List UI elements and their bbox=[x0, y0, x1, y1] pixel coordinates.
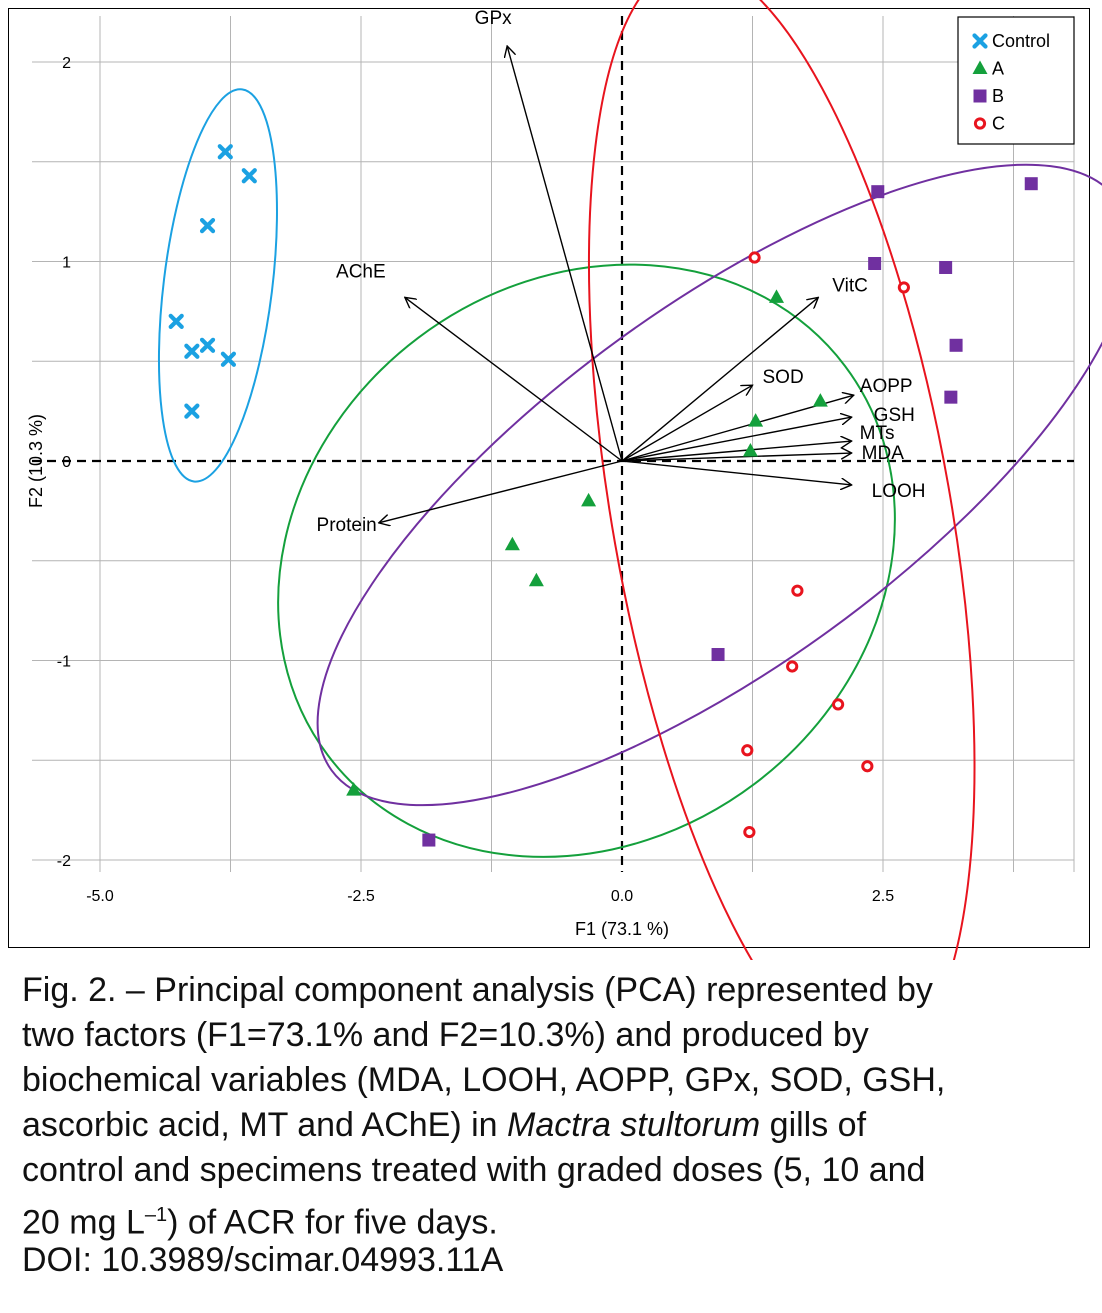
data-point-control bbox=[199, 337, 216, 353]
y-tick-label: 2 bbox=[62, 55, 71, 72]
data-point-b bbox=[422, 833, 436, 847]
data-point-c bbox=[791, 584, 804, 597]
data-point-b bbox=[939, 260, 953, 274]
data-point-a bbox=[581, 492, 597, 507]
vector-label-ache: AChE bbox=[336, 261, 386, 282]
y-tick-label: -2 bbox=[57, 853, 71, 870]
caption-line-4: ascorbic acid, MT and AChE) in Mactra st… bbox=[22, 1105, 866, 1145]
caption-text: gills of bbox=[760, 1106, 867, 1144]
x-tick-label: -2.5 bbox=[347, 888, 375, 905]
vector-label-aopp: AOPP bbox=[860, 376, 913, 397]
data-point-a bbox=[769, 289, 785, 303]
legend: Control ABC bbox=[957, 16, 1075, 145]
data-point-a bbox=[748, 413, 764, 427]
y-tick-label: 0 bbox=[62, 454, 71, 471]
vector-arrow-mda bbox=[621, 453, 852, 462]
caption-text: ) of ACR for five days. bbox=[167, 1203, 498, 1242]
data-points bbox=[168, 144, 1038, 847]
unit-exponent: –1 bbox=[144, 1204, 168, 1226]
vector-arrow-vitc bbox=[621, 297, 818, 462]
x-tick-label: -5.0 bbox=[86, 888, 114, 905]
data-point-c bbox=[832, 698, 845, 711]
axes: -5.0 -2.5 0.0 2.5 -2 -1 0 1 2 F1 (73.1 %) F2 (10.3… bbox=[26, 16, 1074, 939]
vector-label-protein: Protein bbox=[317, 515, 377, 536]
data-point-b bbox=[1024, 177, 1038, 191]
y-tick-label: 1 bbox=[62, 255, 71, 272]
data-point-c bbox=[741, 744, 754, 757]
vector-label-mda: MDA bbox=[862, 443, 905, 464]
caption-line-5: control and specimens treated with grade… bbox=[22, 1151, 926, 1189]
legend-label-c: C bbox=[992, 114, 1005, 134]
data-point-control bbox=[220, 351, 237, 367]
data-point-b bbox=[944, 390, 958, 404]
doi-line: DOI: 10.3989/scimar.04993.11A bbox=[22, 1241, 504, 1279]
vector-label-looh: LOOH bbox=[872, 481, 926, 502]
data-point-c bbox=[897, 281, 910, 294]
y-axis-title: F2 (10.3 %) bbox=[26, 414, 46, 508]
vector-arrow-sod bbox=[621, 385, 753, 462]
vector-arrow-looh bbox=[621, 460, 852, 485]
data-point-a bbox=[742, 443, 758, 457]
data-point-b bbox=[949, 338, 963, 352]
data-point-c bbox=[743, 825, 756, 839]
vector-arrow-gsh bbox=[621, 417, 852, 462]
x-tick-label: 0.0 bbox=[611, 888, 633, 905]
vector-label-vitc: VitC bbox=[832, 275, 868, 296]
vector-arrow-protein bbox=[379, 460, 623, 523]
caption-text: ascorbic acid, MT and AChE) in bbox=[22, 1106, 508, 1144]
data-point-c bbox=[748, 251, 761, 264]
data-point-b bbox=[871, 185, 885, 199]
grid bbox=[32, 16, 1075, 872]
data-point-a bbox=[528, 572, 544, 587]
legend-marker-a bbox=[972, 60, 988, 74]
y-tick-label: -1 bbox=[57, 654, 71, 671]
caption-line-6: 20 mg L–1) of ACR for five days. bbox=[22, 1195, 498, 1242]
vector-label-gsh: GSH bbox=[874, 405, 915, 426]
vector-label-sod: SOD bbox=[763, 367, 804, 388]
pca-chart: -5.0 -2.5 0.0 2.5 -2 -1 0 1 2 F1 (73.1 %) F2 (10.3… bbox=[26, 0, 1102, 960]
confidence-ellipse-c bbox=[587, 0, 976, 960]
species-name: Mactra stultorum bbox=[507, 1106, 761, 1144]
data-point-a bbox=[346, 782, 362, 796]
legend-label-a: A bbox=[992, 59, 1004, 79]
confidence-ellipses bbox=[157, 0, 1102, 960]
data-point-a bbox=[812, 393, 828, 407]
vector-arrow-gpx bbox=[507, 46, 623, 462]
legend-marker-b bbox=[973, 89, 987, 103]
vector-arrow-ache bbox=[405, 297, 623, 462]
vector-label-mts: MTs bbox=[860, 423, 895, 444]
legend-label-b: B bbox=[992, 86, 1004, 106]
data-point-control bbox=[168, 313, 184, 329]
legend-marker-c bbox=[973, 117, 987, 130]
legend-marker-control bbox=[972, 33, 988, 49]
caption-text: 20 mg L bbox=[22, 1203, 145, 1242]
confidence-ellipse-a bbox=[277, 263, 896, 858]
data-point-c bbox=[786, 660, 799, 673]
data-point-control bbox=[199, 217, 216, 234]
x-axis-title: F1 (73.1 %) bbox=[575, 919, 669, 939]
x-tick-label: 2.5 bbox=[872, 888, 894, 905]
data-point-b bbox=[711, 648, 725, 662]
data-point-b bbox=[868, 256, 882, 270]
caption-line-1: Fig. 2. – Principal component analysis (… bbox=[22, 971, 933, 1009]
caption-line-3: biochemical variables (MDA, LOOH, AOPP, … bbox=[22, 1061, 946, 1099]
data-point-control bbox=[241, 168, 257, 184]
data-point-control bbox=[217, 144, 233, 160]
data-point-control bbox=[184, 403, 200, 419]
data-point-c bbox=[861, 760, 874, 773]
confidence-ellipse-b bbox=[316, 163, 1102, 807]
legend-label-control: Control bbox=[992, 31, 1050, 51]
confidence-ellipse-control bbox=[157, 88, 278, 483]
vector-arrow-mts bbox=[621, 441, 852, 462]
data-point-a bbox=[504, 536, 520, 551]
caption-line-2: two factors (F1=73.1% and F2=10.3%) and … bbox=[22, 1016, 869, 1054]
data-point-control bbox=[184, 343, 200, 359]
vector-label-gpx: GPx bbox=[475, 8, 512, 29]
